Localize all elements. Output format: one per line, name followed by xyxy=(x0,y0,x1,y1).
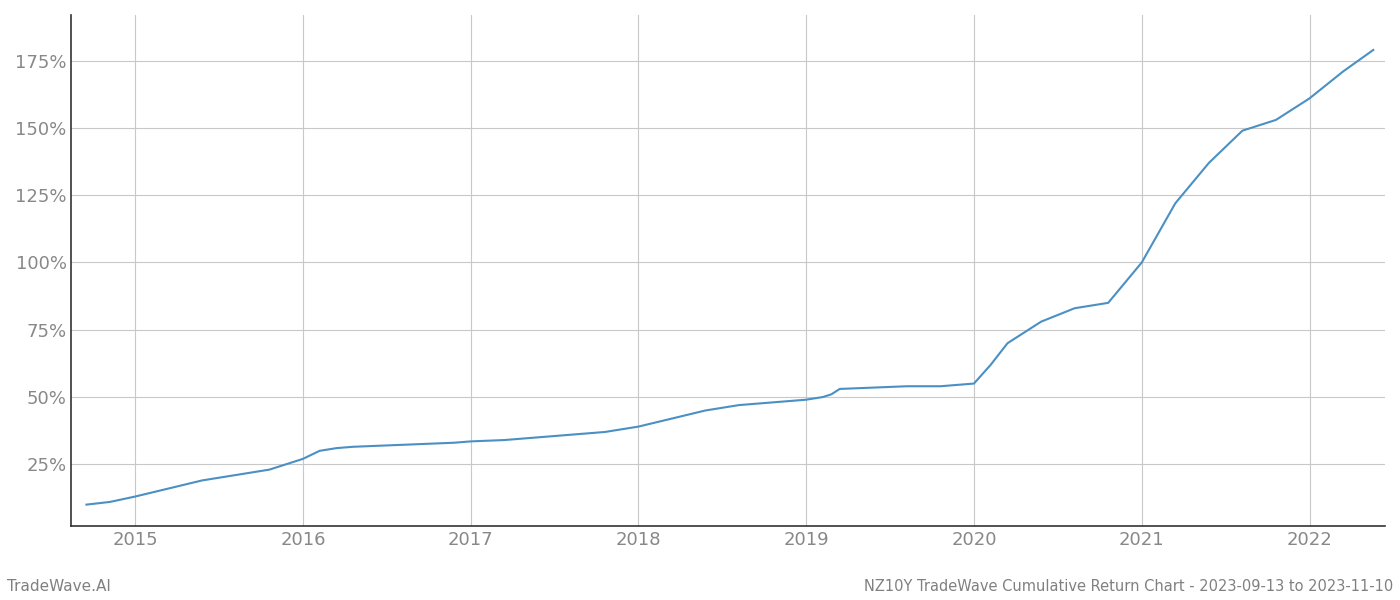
Text: NZ10Y TradeWave Cumulative Return Chart - 2023-09-13 to 2023-11-10: NZ10Y TradeWave Cumulative Return Chart … xyxy=(864,579,1393,594)
Text: TradeWave.AI: TradeWave.AI xyxy=(7,579,111,594)
